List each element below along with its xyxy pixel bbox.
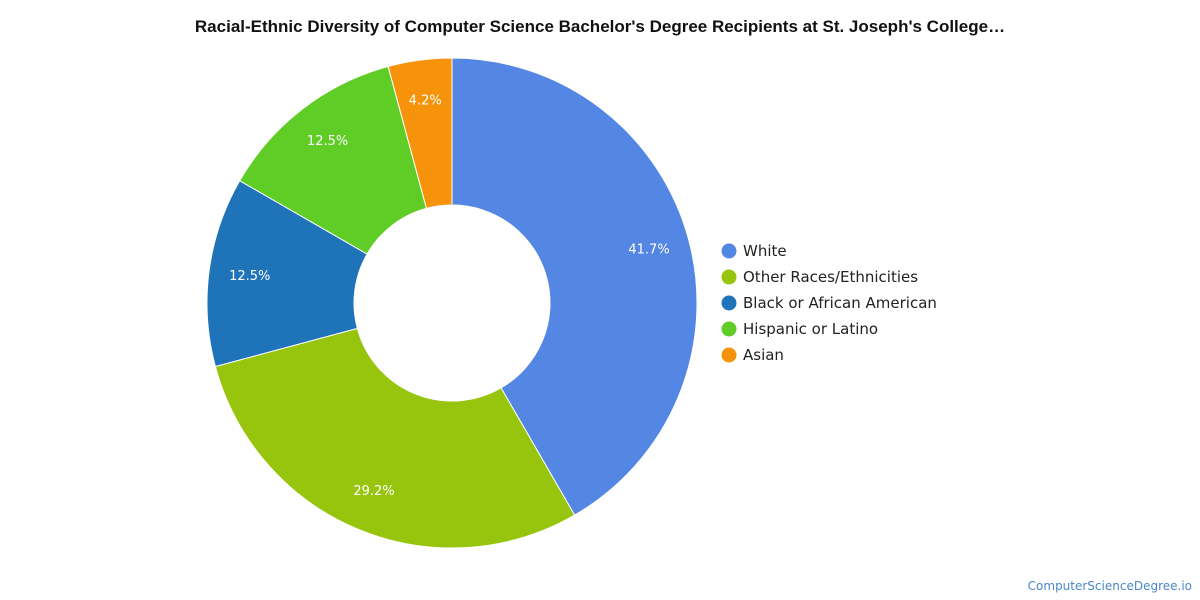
slice-asian[interactable] — [387, 57, 453, 209]
slice-white[interactable] — [451, 57, 698, 516]
slice-label-white: 41.7% — [628, 243, 669, 258]
slices-layer — [206, 57, 698, 549]
legend-label-white: White — [743, 242, 787, 260]
legend-label-black-or-african-american: Black or African American — [743, 294, 937, 312]
legend-item-white[interactable]: White — [721, 242, 787, 260]
watermark[interactable]: ComputerScienceDegree.io — [1027, 579, 1192, 593]
legend-swatch-hispanic-or-latino — [721, 321, 737, 337]
chart-title: Racial-Ethnic Diversity of Computer Scie… — [194, 17, 1006, 36]
legend-item-black-or-african-american[interactable]: Black or African American — [721, 294, 937, 312]
slice-other-races-ethnicities[interactable] — [214, 327, 576, 549]
slice-label-other-races-ethnicities: 29.2% — [353, 484, 394, 499]
legend-item-other-races-ethnicities[interactable]: Other Races/Ethnicities — [721, 268, 919, 286]
legend-swatch-asian — [721, 347, 737, 363]
legend-swatch-other-races-ethnicities — [721, 269, 737, 285]
slice-label-hispanic-or-latino: 12.5% — [307, 134, 348, 149]
slice-labels-layer: 41.7% 29.2% 12.5% 12.5% 4.2% — [229, 93, 670, 499]
slice-label-black-or-african-american: 12.5% — [229, 269, 270, 284]
legend-item-hispanic-or-latino[interactable]: Hispanic or Latino — [721, 320, 879, 338]
legend-label-asian: Asian — [743, 346, 784, 364]
legend-label-hispanic-or-latino: Hispanic or Latino — [743, 320, 878, 338]
slice-label-asian: 4.2% — [409, 93, 442, 108]
slice-hispanic-or-latino[interactable] — [239, 65, 428, 255]
slice-black-or-african-american[interactable] — [206, 180, 368, 368]
legend-swatch-black-or-african-american — [721, 295, 737, 311]
legend: White Other Races/Ethnicities Black or Afr… — [721, 242, 937, 364]
legend-swatch-white — [721, 243, 737, 259]
legend-label-other-races-ethnicities: Other Races/Ethnicities — [743, 268, 918, 286]
legend-item-asian[interactable]: Asian — [721, 346, 784, 364]
